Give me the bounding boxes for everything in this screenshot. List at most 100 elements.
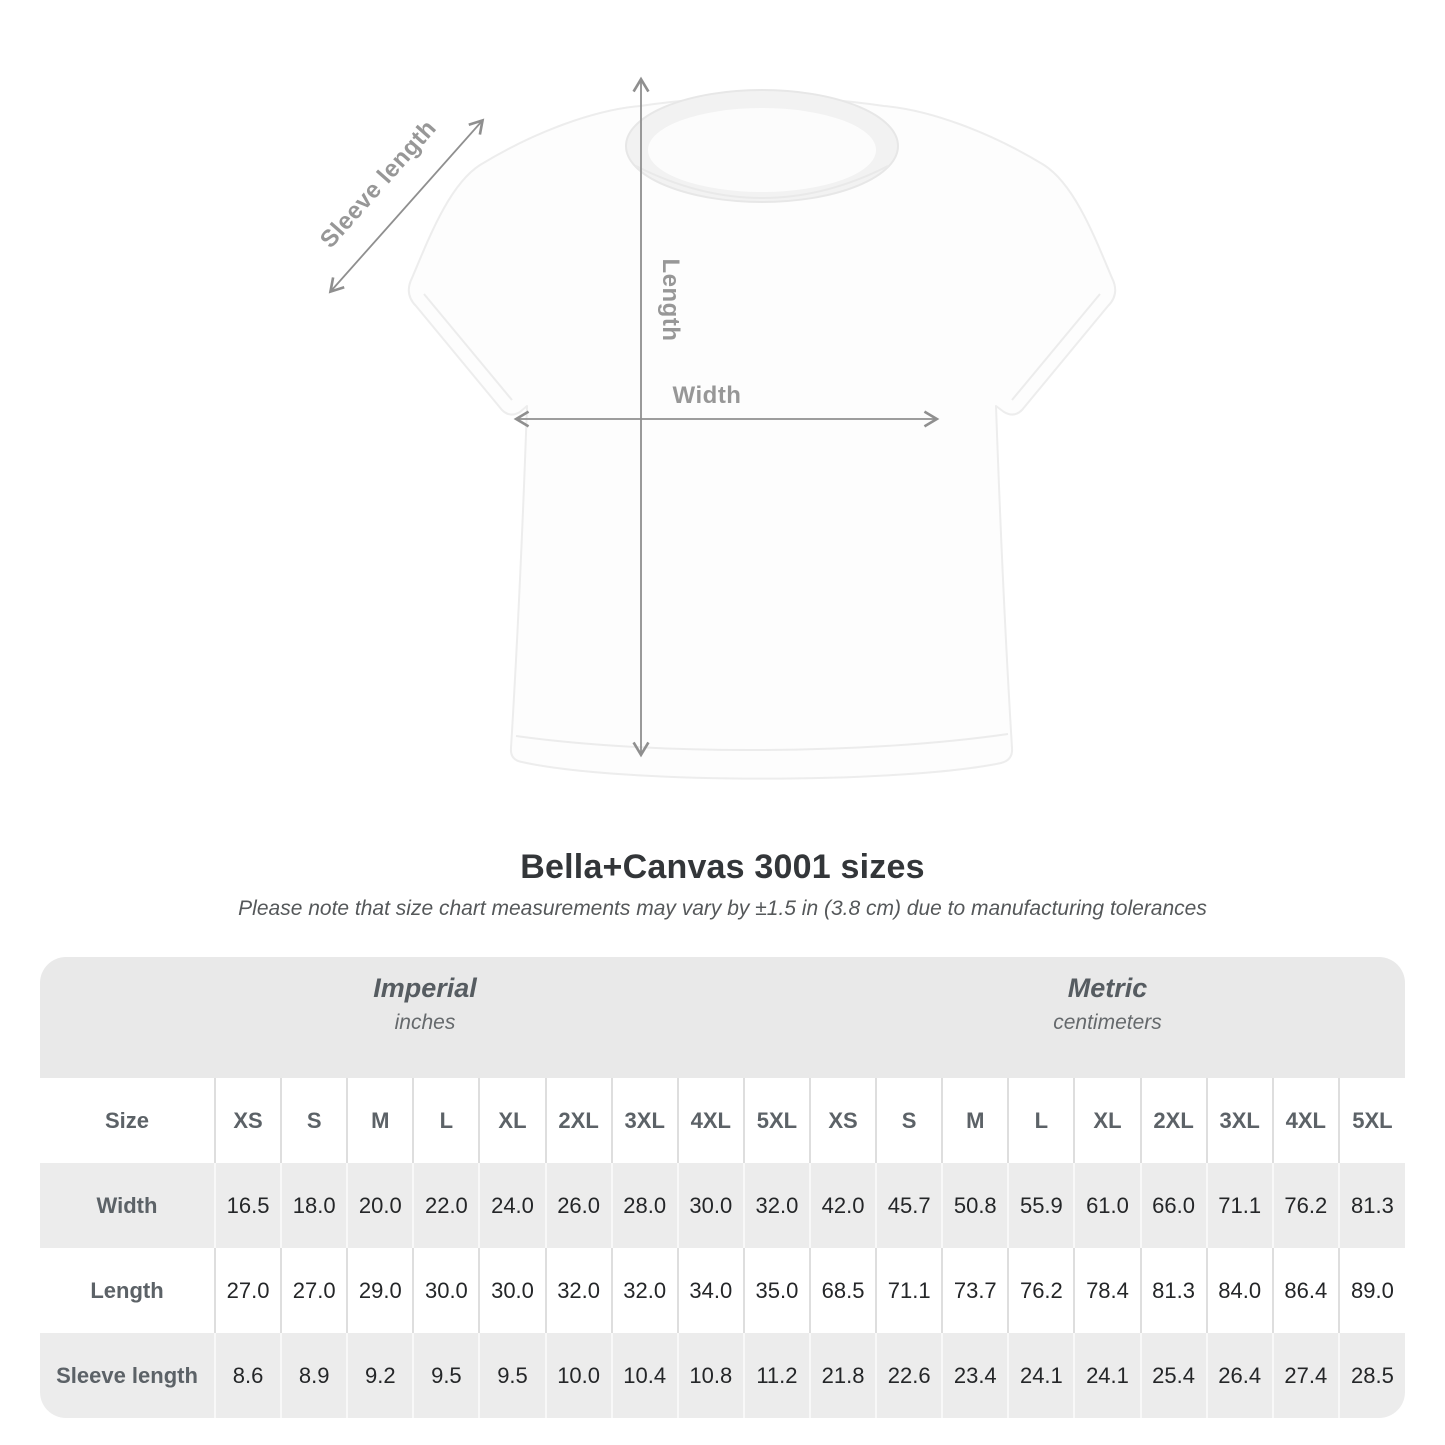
measurement-cell: 71.1 [875, 1248, 943, 1333]
measurement-cell: 28.5 [1337, 1333, 1405, 1418]
measurement-cell: 32.0 [610, 1248, 678, 1333]
measurement-row: Sleeve length 8.6 8.9 9.2 9.5 9.5 10.0 10.4 10.8… [40, 1333, 1405, 1418]
size-corner-label: Size [40, 1078, 215, 1163]
measurement-cell: 34.0 [676, 1248, 744, 1333]
size-chart-body: Width 16.5 18.0 20.0 22.0 24.0 26.0 28.0 30.0 32.… [40, 1163, 1405, 1418]
measurement-cell: 66.0 [1139, 1163, 1207, 1248]
width-label: Width [673, 382, 742, 409]
length-label: Length [657, 259, 684, 342]
size-header-row: Size XS S M L XL 2XL 3XL 4XL 5XL XS S M L XL 2XL 3XL 4XL… [40, 1078, 1405, 1163]
size-col-header: 3XL [1205, 1078, 1273, 1163]
measurement-cell: 20.0 [346, 1163, 414, 1248]
row-label: Sleeve length [40, 1333, 215, 1418]
measurement-cell: 42.0 [808, 1163, 877, 1248]
hem-stitch-line [515, 733, 1009, 752]
measurement-cell: 24.1 [1007, 1333, 1075, 1418]
measurement-cell: 27.0 [280, 1248, 348, 1333]
size-col-header: M [941, 1078, 1009, 1163]
measurement-cell: 27.0 [213, 1248, 282, 1333]
right-sleeve-stitch-line [1011, 293, 1101, 401]
measurement-cell: 16.5 [213, 1163, 282, 1248]
size-col-header: S [280, 1078, 348, 1163]
imperial-unit-label: inches [394, 1011, 456, 1034]
measurement-cell: 29.0 [346, 1248, 414, 1333]
size-col-header: 3XL [610, 1078, 678, 1163]
measurement-cell: 10.4 [610, 1333, 678, 1418]
unit-header-row: Imperial inches Metric centimeters [40, 957, 1405, 1078]
measurement-cell: 23.4 [941, 1333, 1009, 1418]
measurement-cell: 9.2 [346, 1333, 414, 1418]
measurement-cell: 71.1 [1205, 1163, 1273, 1248]
sleeve-length-label: Sleeve length [315, 115, 442, 254]
measurement-cell: 81.3 [1139, 1248, 1207, 1333]
measurement-cell: 32.0 [742, 1163, 810, 1248]
size-col-header: M [346, 1078, 414, 1163]
size-col-header: 5XL [1337, 1078, 1405, 1163]
measurement-cell: 26.0 [544, 1163, 612, 1248]
row-label: Width [40, 1163, 215, 1248]
measurement-cell: 26.4 [1205, 1333, 1273, 1418]
size-col-header: S [875, 1078, 943, 1163]
measurement-cell: 86.4 [1271, 1248, 1339, 1333]
measurement-cell: 8.6 [213, 1333, 282, 1418]
measurement-cell: 61.0 [1073, 1163, 1141, 1248]
size-chart: Imperial inches Metric centimeters Size … [40, 957, 1405, 1418]
measurement-cell: 21.8 [808, 1333, 877, 1418]
size-col-header: L [1007, 1078, 1075, 1163]
size-col-header: 4XL [1271, 1078, 1339, 1163]
tshirt-illustration [407, 89, 1117, 780]
measurement-cell: 76.2 [1271, 1163, 1339, 1248]
measurement-cell: 45.7 [875, 1163, 943, 1248]
page-title: Bella+Canvas 3001 sizes [520, 848, 925, 886]
measurement-cell: 24.0 [478, 1163, 546, 1248]
measurement-cell: 68.5 [808, 1248, 877, 1333]
measurement-cell: 35.0 [742, 1248, 810, 1333]
size-col-header: 5XL [742, 1078, 810, 1163]
left-sleeve-stitch-line [423, 293, 513, 401]
metric-label: Metric [1067, 973, 1148, 1003]
measurement-cell: 9.5 [412, 1333, 480, 1418]
measurement-cell: 32.0 [544, 1248, 612, 1333]
measurement-cell: 76.2 [1007, 1248, 1075, 1333]
measurement-cell: 78.4 [1073, 1248, 1141, 1333]
tshirt-diagram-svg: Sleeve length Length Width [315, 76, 1117, 780]
measurement-cell: 50.8 [941, 1163, 1009, 1248]
measurement-cell: 81.3 [1337, 1163, 1405, 1248]
size-col-header: XL [478, 1078, 546, 1163]
measurement-cell: 11.2 [742, 1333, 810, 1418]
measurement-cell: 55.9 [1007, 1163, 1075, 1248]
size-col-header: XL [1073, 1078, 1141, 1163]
measurement-cell: 18.0 [280, 1163, 348, 1248]
tshirt-measurement-diagram: Sleeve length Length Width [315, 76, 1117, 780]
size-col-header: XS [213, 1078, 282, 1163]
size-chart-table: Imperial inches Metric centimeters Size … [40, 957, 1405, 1418]
measurement-cell: 24.1 [1073, 1333, 1141, 1418]
imperial-label: Imperial [373, 973, 477, 1003]
size-col-header: 2XL [1139, 1078, 1207, 1163]
size-col-header: L [412, 1078, 480, 1163]
measurement-row: Width 16.5 18.0 20.0 22.0 24.0 26.0 28.0 30.0 32.… [40, 1163, 1405, 1248]
measurement-cell: 22.0 [412, 1163, 480, 1248]
measurement-cell: 30.0 [676, 1163, 744, 1248]
size-col-header: XS [808, 1078, 877, 1163]
measurement-cell: 30.0 [412, 1248, 480, 1333]
measurement-cell: 27.4 [1271, 1333, 1339, 1418]
metric-header-cell: Metric centimeters [809, 957, 1405, 1078]
sleeve-length-arrow [328, 118, 485, 294]
measurement-cell: 8.9 [280, 1333, 348, 1418]
measurement-cell: 28.0 [610, 1163, 678, 1248]
measurement-cell: 30.0 [478, 1248, 546, 1333]
tolerance-note: Please note that size chart measurements… [238, 897, 1207, 920]
size-col-header: 2XL [544, 1078, 612, 1163]
measurement-cell: 10.0 [544, 1333, 612, 1418]
measurement-row: Length 27.0 27.0 29.0 30.0 30.0 32.0 32.0 34.0 35… [40, 1248, 1405, 1333]
metric-unit-label: centimeters [1053, 1011, 1162, 1034]
collar [625, 89, 899, 203]
measurement-cell: 10.8 [676, 1333, 744, 1418]
row-label: Length [40, 1248, 215, 1333]
measurement-cell: 89.0 [1337, 1248, 1405, 1333]
measurement-cell: 73.7 [941, 1248, 1009, 1333]
measurement-cell: 9.5 [478, 1333, 546, 1418]
size-col-header: 4XL [676, 1078, 744, 1163]
imperial-header-cell: Imperial inches [40, 957, 810, 1078]
